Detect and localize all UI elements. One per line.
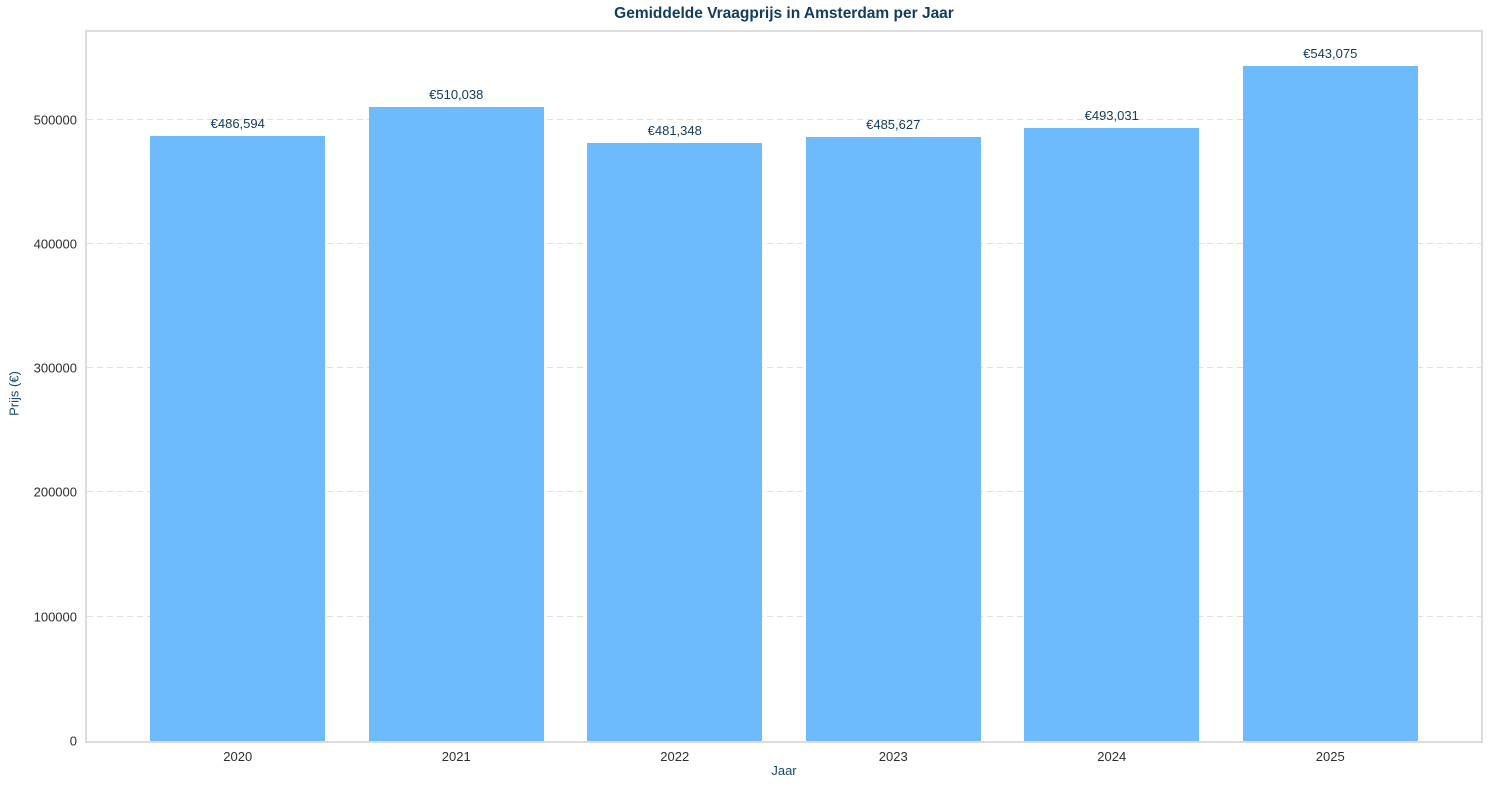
bar-value-label: €493,031: [1084, 108, 1139, 124]
y-tick-label: 500000: [33, 112, 77, 128]
bar-2023: [805, 137, 981, 741]
gridline: [87, 615, 1481, 617]
x-tick-label: 2023: [878, 749, 908, 764]
bar-value-label: €510,038: [429, 87, 484, 103]
x-tick-label: 2025: [1315, 749, 1345, 764]
y-tick-label: 300000: [33, 360, 77, 376]
y-tick-label: 400000: [33, 236, 77, 252]
gridline: [87, 242, 1481, 244]
gridline: [87, 491, 1481, 493]
plot-area: €486,594 €510,038 €481,348 €485,627 €493,031…: [85, 30, 1483, 743]
bar-2024: [1024, 128, 1200, 741]
x-tick-label: 2024: [1097, 749, 1127, 764]
chart-title: Gemiddelde Vraagprijs in Amsterdam per J…: [614, 5, 954, 22]
bar-2020: [150, 136, 326, 741]
y-tick-label: 0: [69, 733, 77, 749]
bar-2025: [1242, 66, 1418, 741]
y-tick-label: 100000: [33, 609, 77, 625]
gridline: [87, 118, 1481, 120]
bar-2021: [368, 107, 544, 741]
x-tick-label: 2020: [223, 749, 253, 764]
x-axis-label: Jaar: [771, 763, 797, 778]
x-tick-label: 2021: [441, 749, 471, 764]
bar-value-label: €481,348: [647, 122, 702, 138]
bar-value-label: €543,075: [1303, 46, 1358, 62]
y-axis-label: Prijs (€): [6, 371, 22, 416]
gridline: [87, 367, 1481, 369]
bar-2022: [587, 142, 763, 741]
bar-value-label: €486,594: [210, 116, 265, 132]
bar-value-label: €485,627: [866, 117, 921, 133]
y-tick-label: 200000: [33, 484, 77, 500]
x-tick-label: 2022: [660, 749, 690, 764]
